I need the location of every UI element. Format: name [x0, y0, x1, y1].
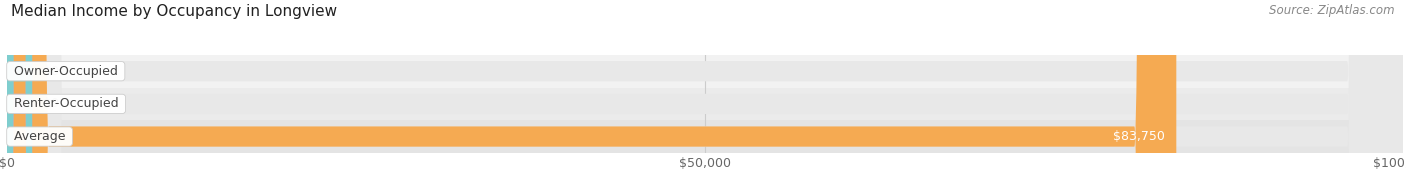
- Text: $0: $0: [44, 97, 59, 110]
- FancyBboxPatch shape: [7, 0, 1403, 196]
- Text: Average: Average: [10, 130, 69, 143]
- Text: $0: $0: [44, 65, 59, 78]
- Text: Source: ZipAtlas.com: Source: ZipAtlas.com: [1270, 4, 1395, 17]
- FancyBboxPatch shape: [7, 0, 1403, 196]
- Text: Owner-Occupied: Owner-Occupied: [10, 65, 122, 78]
- Bar: [7, 120, 1403, 153]
- Bar: [7, 88, 1403, 120]
- FancyBboxPatch shape: [7, 0, 32, 196]
- Text: $83,750: $83,750: [1114, 130, 1166, 143]
- FancyBboxPatch shape: [7, 0, 1403, 196]
- FancyBboxPatch shape: [7, 0, 1177, 196]
- Bar: [7, 55, 1403, 88]
- Text: Renter-Occupied: Renter-Occupied: [10, 97, 122, 110]
- Text: Median Income by Occupancy in Longview: Median Income by Occupancy in Longview: [11, 4, 337, 19]
- FancyBboxPatch shape: [7, 0, 32, 196]
